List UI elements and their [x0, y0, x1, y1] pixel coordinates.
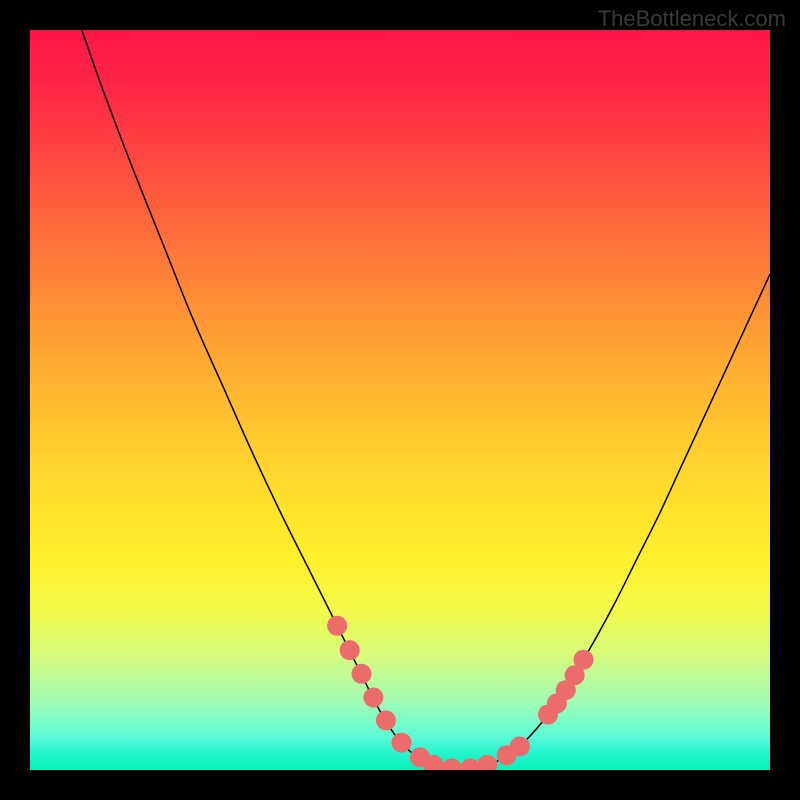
- data-marker: [340, 640, 360, 660]
- data-marker: [510, 736, 530, 756]
- watermark-text: TheBottleneck.com: [598, 6, 786, 32]
- data-marker: [376, 710, 396, 730]
- data-marker: [391, 733, 411, 753]
- bottleneck-chart: [30, 30, 770, 770]
- data-marker: [327, 616, 347, 636]
- data-marker: [352, 664, 372, 684]
- chart-background: [30, 30, 770, 770]
- data-marker: [574, 650, 594, 670]
- data-marker: [363, 687, 383, 707]
